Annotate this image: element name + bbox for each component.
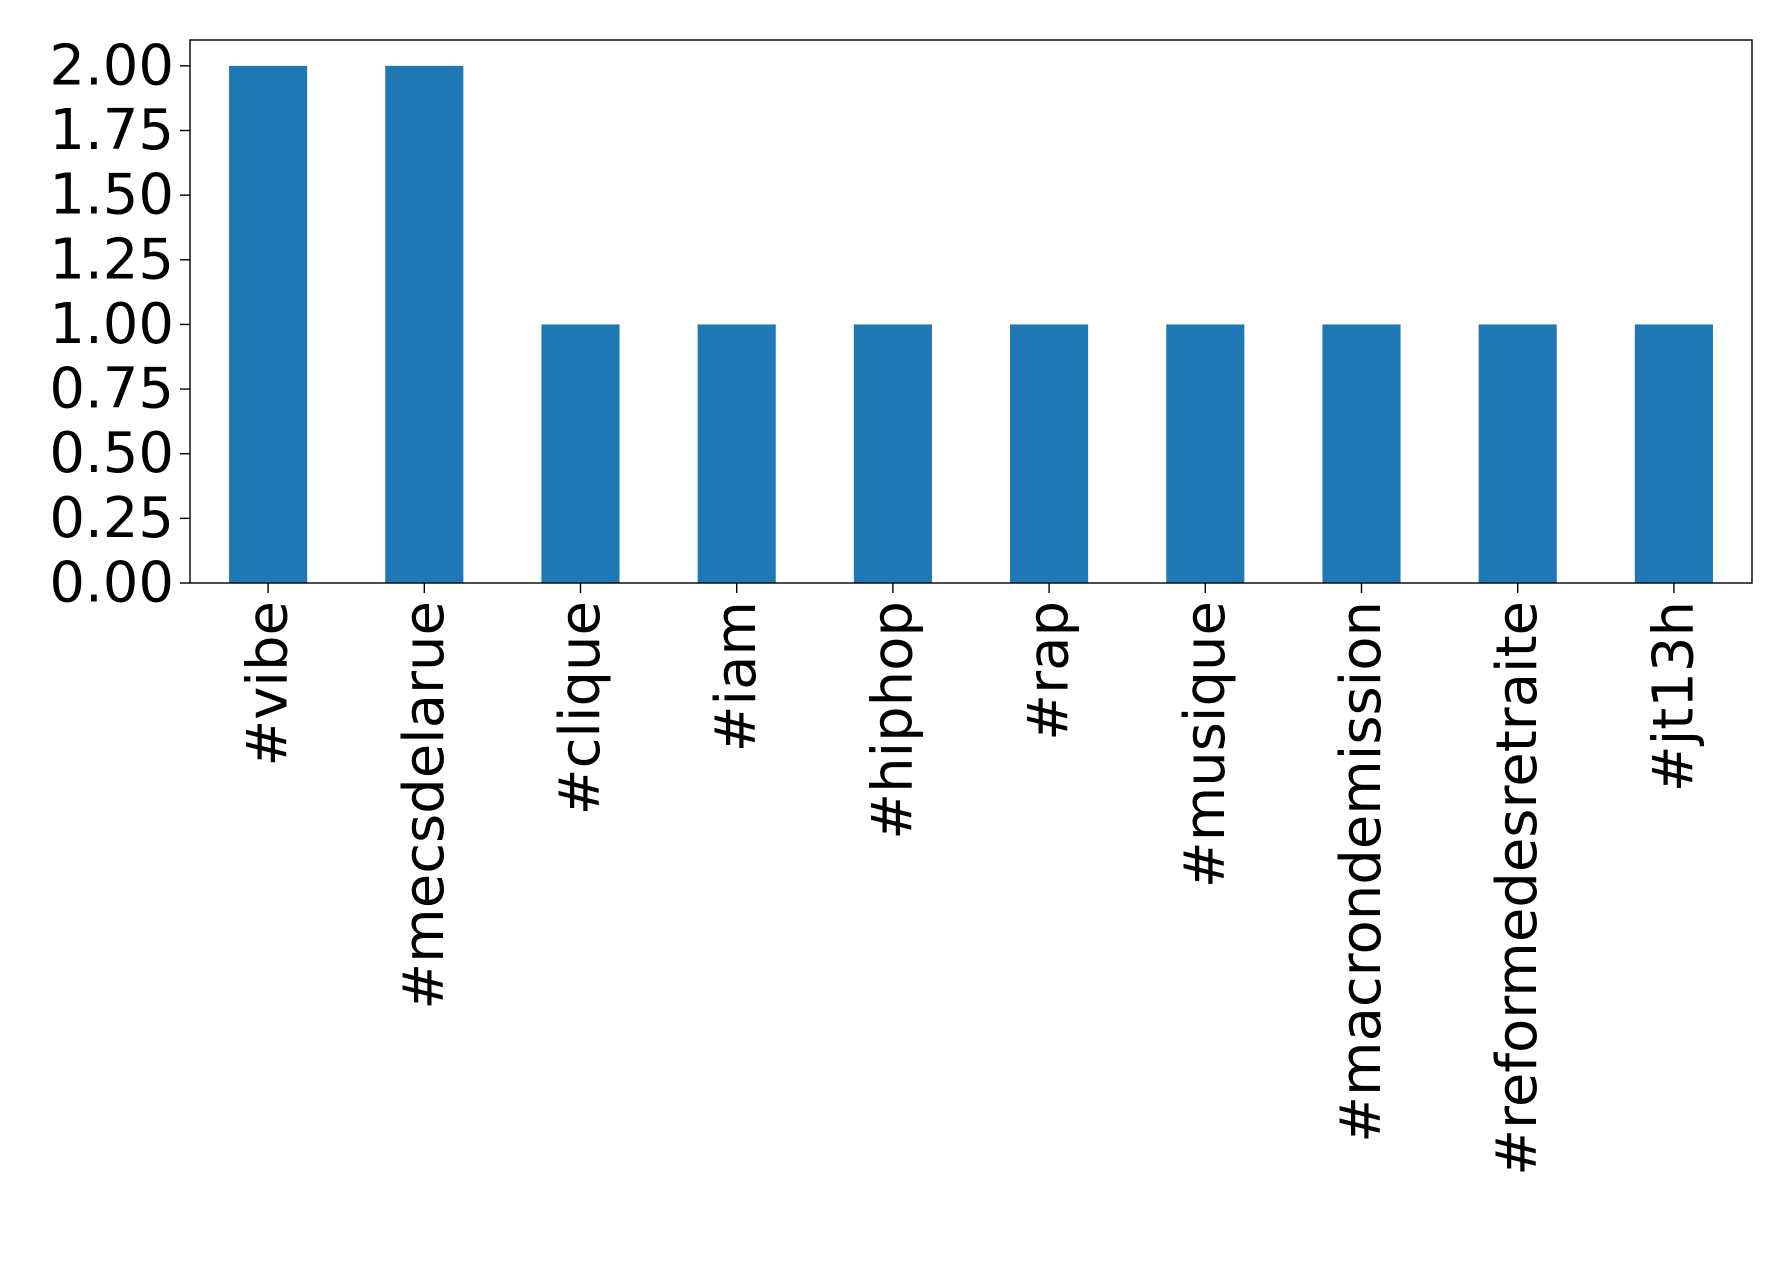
bars-layer — [229, 65, 1713, 584]
bar-vibe — [229, 65, 308, 584]
x-tick-label: #rap — [1017, 601, 1082, 741]
bar-iam — [697, 324, 776, 583]
y-tick-label: 0.75 — [49, 357, 174, 422]
y-tick-label: 0.50 — [49, 421, 174, 486]
y-axis: 0.000.250.500.751.001.251.501.752.00 — [49, 33, 190, 616]
y-tick-label: 2.00 — [49, 33, 174, 98]
bar-reformedesretraite — [1478, 324, 1557, 583]
bar-hiphop — [853, 324, 932, 583]
x-tick-label: #reformedesretraite — [1485, 601, 1550, 1176]
x-tick-label: #mecsdelarue — [392, 601, 457, 1010]
y-tick-label: 1.00 — [49, 292, 174, 357]
x-tick-label: #hiphop — [860, 601, 925, 840]
x-tick-label: #musique — [1173, 601, 1238, 888]
x-tick-label: #iam — [704, 601, 769, 752]
x-tick-label: #vibe — [236, 601, 301, 767]
y-tick-label: 1.75 — [49, 98, 174, 163]
bar-macrondemission — [1322, 324, 1401, 583]
y-tick-label: 0.25 — [49, 486, 174, 551]
y-tick-label: 0.00 — [49, 551, 174, 616]
bar-musique — [1166, 324, 1245, 583]
bar-clique — [541, 324, 620, 583]
x-tick-label: #jt13h — [1641, 601, 1706, 792]
x-tick-label: #macrondemission — [1329, 601, 1394, 1143]
x-axis: #vibe #mecsdelarue #clique #iam #hiphop #rap #… — [236, 583, 1706, 1176]
y-tick-label: 1.25 — [49, 227, 174, 292]
bar-mecsdelarue — [385, 65, 464, 584]
plot-frame — [189, 39, 1753, 584]
bar-jt13h — [1634, 324, 1713, 583]
bar-rap — [1010, 324, 1089, 583]
y-tick-label: 1.50 — [49, 163, 174, 228]
x-tick-label: #clique — [548, 601, 613, 815]
